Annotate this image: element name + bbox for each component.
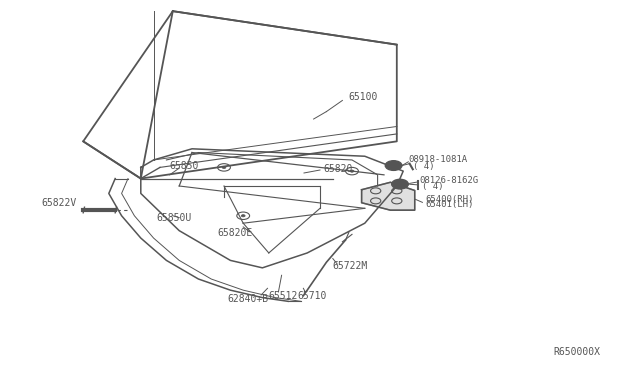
Text: 65401(LH): 65401(LH) [426, 201, 474, 209]
Text: ( 4): ( 4) [413, 162, 435, 171]
Text: 65820E: 65820E [218, 228, 253, 237]
Text: 65100: 65100 [349, 92, 378, 102]
Text: 08918-1081A: 08918-1081A [408, 155, 467, 164]
Text: 65820: 65820 [323, 164, 353, 174]
Text: 65710: 65710 [298, 291, 327, 301]
Text: 65850: 65850 [170, 161, 199, 170]
Circle shape [385, 161, 402, 170]
Text: 65400(RH): 65400(RH) [426, 195, 474, 203]
Text: 65850U: 65850U [157, 213, 192, 222]
Circle shape [222, 166, 226, 169]
Text: 65722M: 65722M [333, 261, 368, 271]
Text: 65822V: 65822V [42, 198, 77, 208]
Text: 08126-8162G: 08126-8162G [419, 176, 478, 185]
Text: ( 4): ( 4) [422, 182, 444, 191]
Circle shape [392, 179, 408, 189]
Text: 65512: 65512 [269, 291, 298, 301]
Text: 62840+B: 62840+B [227, 295, 268, 304]
Polygon shape [362, 182, 415, 210]
Text: R650000X: R650000X [554, 347, 600, 356]
Text: N: N [390, 161, 397, 170]
Circle shape [241, 215, 245, 217]
Text: B: B [397, 180, 403, 189]
Circle shape [350, 170, 354, 172]
